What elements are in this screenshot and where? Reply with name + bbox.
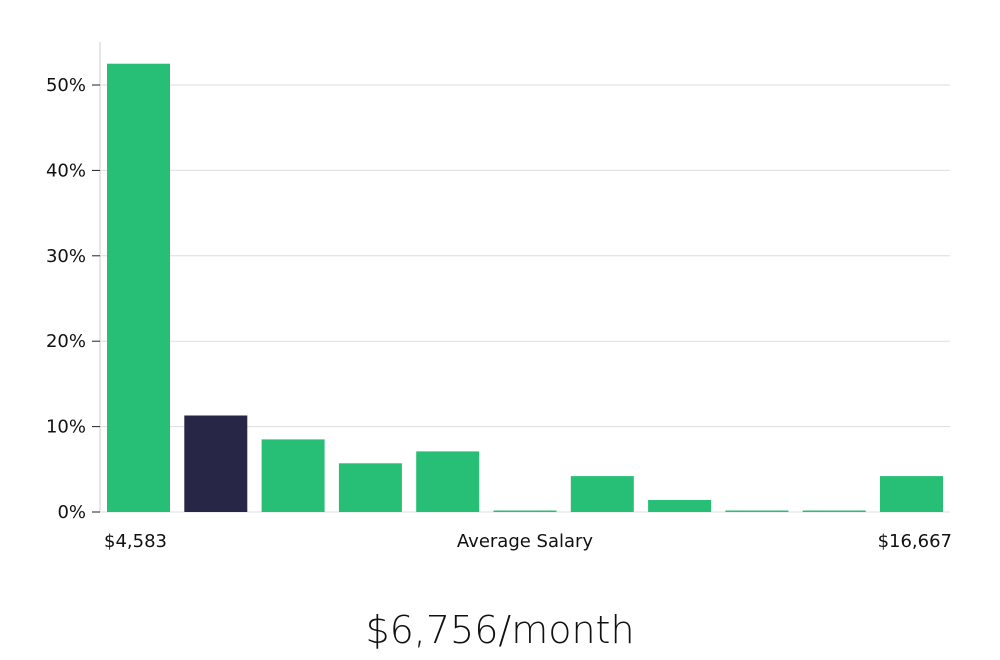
y-tick-label: 40%: [46, 160, 86, 181]
x-min-label: $4,583: [104, 531, 167, 552]
bar-highlighted: [184, 415, 248, 512]
bar: [725, 510, 789, 512]
y-tick-label: 20%: [46, 331, 86, 352]
y-tick-label: 10%: [46, 417, 86, 438]
y-tick-label: 50%: [46, 75, 86, 96]
average-salary-headline: $6,756/month: [365, 608, 635, 652]
bars: [107, 63, 943, 512]
salary-histogram: 0%10%20%30%40%50% $4,583 Average Salary …: [46, 42, 952, 552]
bar: [416, 451, 480, 512]
bar: [107, 63, 170, 512]
bar: [802, 510, 866, 512]
y-axis-ticks: 0% 10% 20% 30% 40% 50%: [46, 75, 100, 523]
bar: [338, 463, 402, 512]
bar: [493, 510, 557, 512]
y-tick-label: 30%: [46, 246, 86, 267]
x-axis-title: Average Salary: [457, 531, 594, 552]
bar: [880, 476, 943, 512]
bar: [648, 500, 712, 512]
bar: [570, 476, 634, 512]
x-max-label: $16,667: [878, 531, 952, 552]
y-tick-label: 0%: [57, 502, 86, 523]
bar: [261, 439, 325, 512]
